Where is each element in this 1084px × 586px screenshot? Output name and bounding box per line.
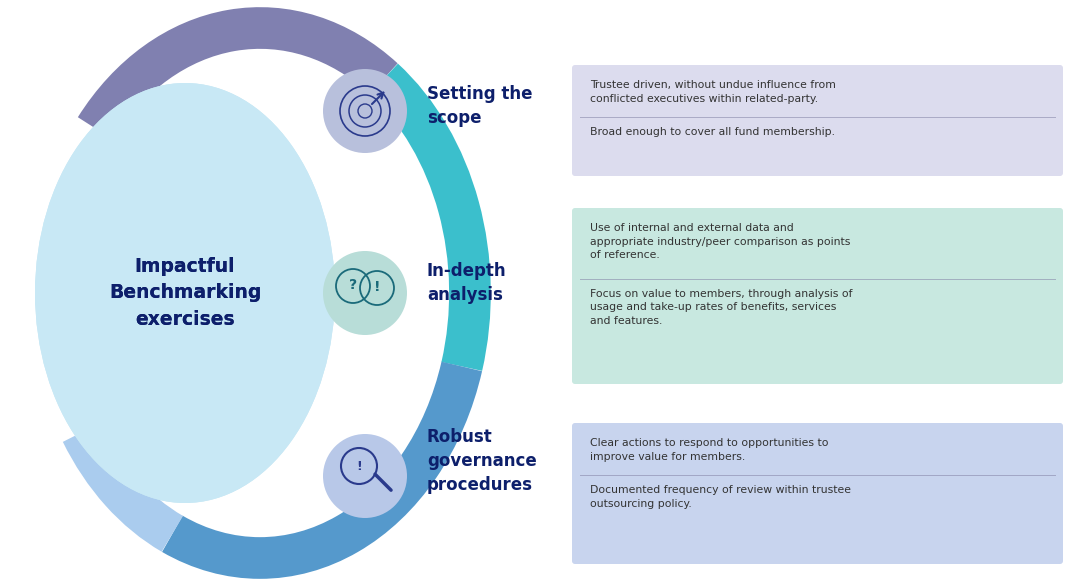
FancyBboxPatch shape xyxy=(572,423,1063,564)
Circle shape xyxy=(323,434,406,518)
FancyBboxPatch shape xyxy=(572,208,1063,384)
Ellipse shape xyxy=(35,83,335,503)
Text: Documented frequency of review within trustee
outsourcing policy.: Documented frequency of review within tr… xyxy=(590,485,851,509)
Text: In-depth
analysis: In-depth analysis xyxy=(427,262,506,304)
Text: Robust
governance
procedures: Robust governance procedures xyxy=(427,428,537,493)
Text: Trustee driven, without undue influence from
conflicted executives within relate: Trustee driven, without undue influence … xyxy=(590,80,836,104)
Text: Impactful
Benchmarking
exercises: Impactful Benchmarking exercises xyxy=(108,257,261,329)
Text: !: ! xyxy=(357,459,362,472)
Text: ?: ? xyxy=(349,278,357,292)
Text: Impactful
Benchmarking
exercises: Impactful Benchmarking exercises xyxy=(108,257,261,329)
Circle shape xyxy=(323,69,406,153)
Text: Clear actions to respond to opportunities to
improve value for members.: Clear actions to respond to opportunitie… xyxy=(590,438,828,462)
Text: Focus on value to members, through analysis of
usage and take-up rates of benefi: Focus on value to members, through analy… xyxy=(590,288,852,326)
Text: Broad enough to cover all fund membership.: Broad enough to cover all fund membershi… xyxy=(590,127,835,137)
Circle shape xyxy=(323,251,406,335)
FancyBboxPatch shape xyxy=(572,65,1063,176)
Ellipse shape xyxy=(35,83,335,503)
Text: !: ! xyxy=(374,280,380,294)
Text: Setting the
scope: Setting the scope xyxy=(427,85,532,127)
Text: Use of internal and external data and
appropriate industry/peer comparison as po: Use of internal and external data and ap… xyxy=(590,223,850,260)
